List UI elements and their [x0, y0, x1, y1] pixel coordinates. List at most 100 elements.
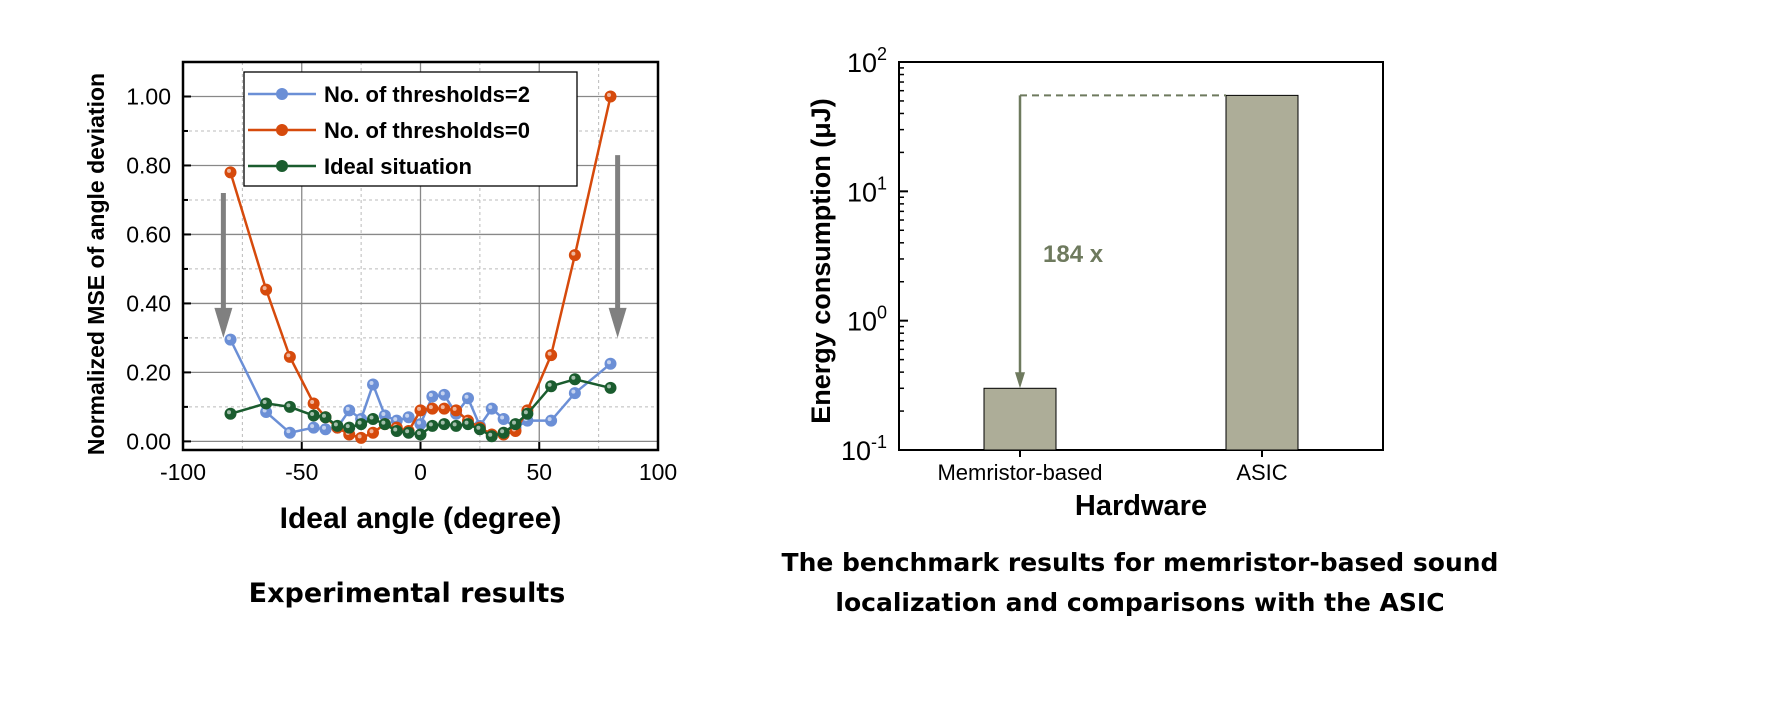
legend-marker: [276, 88, 288, 100]
data-point: [378, 409, 391, 422]
data-point: [568, 249, 581, 262]
data-point-highlight: [464, 394, 469, 399]
x-tick-label: 100: [639, 459, 677, 485]
data-point: [462, 392, 474, 405]
data-point-highlight: [322, 425, 326, 430]
x-axis-label: Ideal angle (degree): [280, 502, 562, 535]
data-point: [545, 414, 558, 427]
data-point: [426, 419, 439, 432]
right-caption-line-1: The benchmark results for memristor-base…: [781, 548, 1499, 577]
data-point: [343, 404, 356, 417]
data-point-highlight: [262, 399, 267, 404]
data-point-highlight: [381, 420, 386, 425]
data-point: [568, 387, 581, 400]
bar: [1225, 94, 1299, 451]
data-point-highlight: [227, 410, 231, 415]
data-point: [473, 423, 486, 436]
data-point-highlight: [262, 408, 267, 413]
data-point: [224, 407, 237, 420]
legend-marker: [276, 160, 288, 172]
y-axis-label: Energy consumption (μJ): [806, 98, 836, 424]
data-point: [367, 412, 379, 425]
data-point-highlight: [452, 422, 457, 427]
data-point-highlight: [227, 168, 231, 173]
data-point-highlight: [571, 375, 576, 380]
y-tick-label: 101: [847, 173, 887, 207]
data-point-highlight: [405, 413, 410, 418]
data-point: [450, 404, 463, 417]
legend-label: Ideal situation: [324, 154, 472, 179]
data-point-highlight: [488, 432, 493, 437]
data-point: [604, 90, 617, 103]
data-point: [260, 397, 273, 410]
data-point: [260, 406, 273, 419]
data-point-highlight: [333, 422, 338, 427]
data-point: [319, 411, 332, 424]
data-point: [283, 426, 296, 439]
data-point: [343, 421, 356, 434]
legend-label: No. of thresholds=0: [324, 118, 530, 143]
data-point: [450, 419, 463, 432]
data-point-highlight: [428, 422, 433, 427]
data-point: [402, 411, 415, 424]
data-point: [568, 373, 581, 386]
data-point: [426, 402, 439, 415]
y-tick-label: 0.80: [126, 152, 171, 178]
data-point-highlight: [452, 406, 457, 411]
arrow-head: [1015, 372, 1025, 389]
left-caption: Experimental results: [248, 578, 566, 609]
y-tick-label: 0.60: [126, 221, 171, 247]
data-point: [414, 428, 427, 441]
data-point: [604, 381, 617, 394]
data-point: [367, 378, 379, 391]
data-point-highlight: [512, 420, 516, 425]
data-point: [283, 350, 296, 363]
y-axis-label: Normalized MSE of angle deviation: [83, 73, 109, 455]
data-point: [355, 418, 368, 431]
data-point: [367, 426, 379, 439]
data-point-highlight: [345, 424, 350, 429]
data-point-highlight: [381, 412, 386, 417]
ratio-annotation: 184 x: [1043, 241, 1104, 268]
data-point-highlight: [227, 336, 231, 341]
x-tick-label: 0: [414, 459, 427, 485]
data-point-highlight: [476, 425, 481, 430]
data-point-highlight: [417, 406, 421, 411]
data-point-highlight: [488, 405, 493, 410]
legend-label: No. of thresholds=2: [324, 82, 530, 107]
left-chart: 0.00 0.20 0.40 0.60 0.80 1.00 -100 -50 0 50 100 Ide…: [83, 60, 677, 535]
data-point: [438, 402, 451, 415]
data-point: [402, 426, 415, 439]
bar: [983, 387, 1057, 451]
data-point-highlight: [369, 415, 374, 420]
y-tick-label: 0.20: [126, 359, 171, 385]
data-point-highlight: [357, 420, 362, 425]
data-point-highlight: [440, 391, 445, 396]
x-tick-label: -100: [160, 459, 206, 485]
data-point-highlight: [369, 380, 374, 385]
data-point-highlight: [262, 286, 267, 291]
data-point: [545, 380, 558, 393]
data-point: [545, 349, 558, 362]
data-point-highlight: [607, 384, 611, 389]
data-point-highlight: [547, 382, 552, 387]
data-point-highlight: [440, 405, 445, 410]
data-point-highlight: [417, 420, 421, 425]
data-point: [414, 404, 427, 417]
data-point-highlight: [464, 420, 469, 425]
x-tick-label: ASIC: [1236, 460, 1287, 485]
data-point: [414, 418, 427, 431]
data-point-highlight: [500, 415, 505, 420]
data-point-highlight: [571, 251, 576, 256]
arrow-head: [214, 307, 233, 338]
x-tick-label: Memristor-based: [937, 460, 1102, 485]
y-tick-label: 1.00: [126, 83, 171, 109]
data-point-highlight: [345, 406, 350, 411]
data-point: [485, 430, 498, 443]
data-point-highlight: [523, 410, 528, 415]
data-point: [497, 412, 510, 425]
y-tick-label: 0.40: [126, 290, 171, 316]
y-tick-label: 100: [847, 303, 887, 337]
data-point: [283, 400, 296, 413]
